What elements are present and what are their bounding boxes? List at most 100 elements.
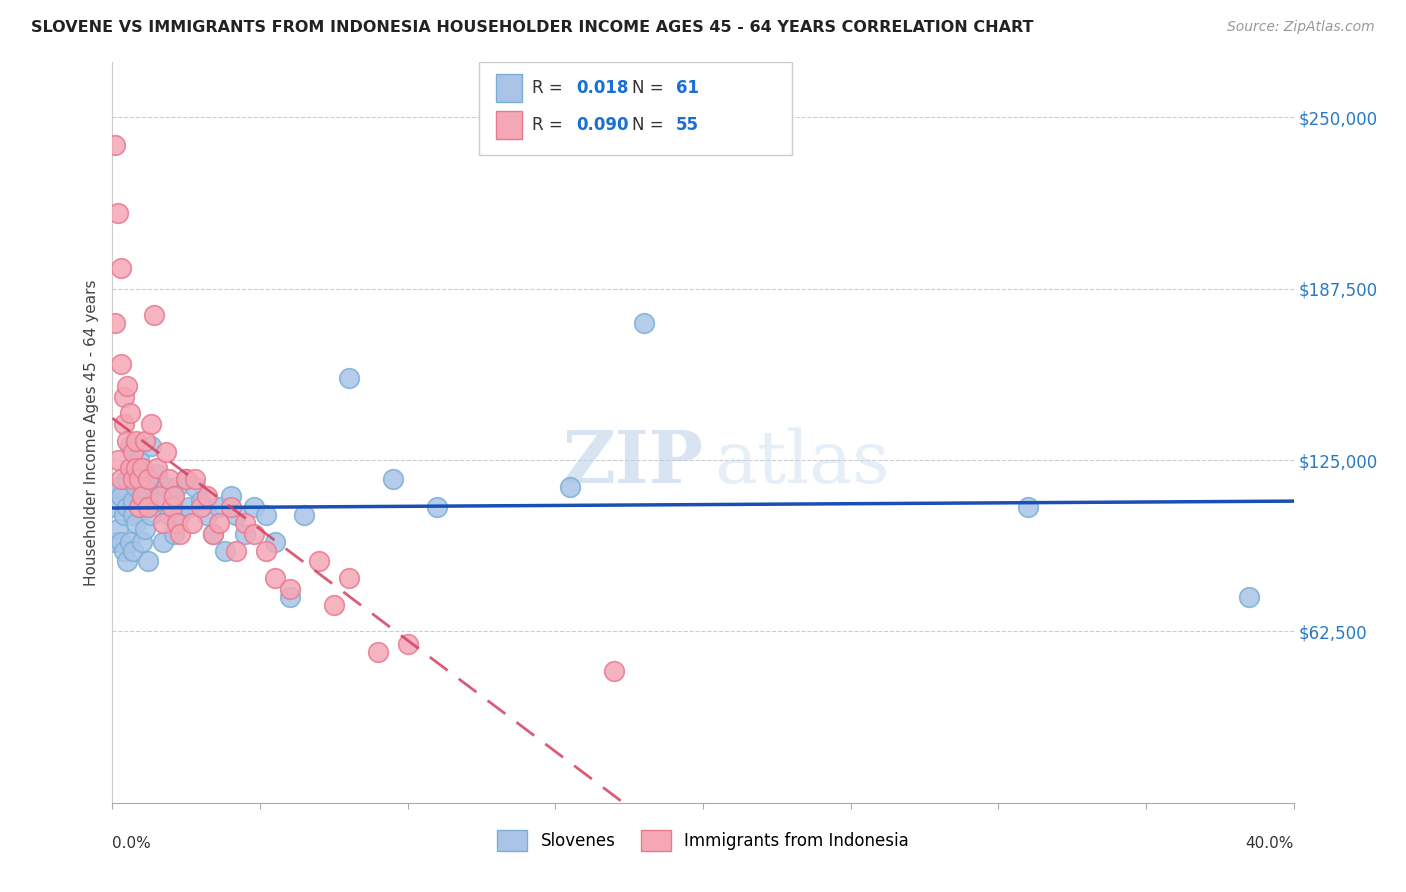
Point [181,516,204,530]
Point [426,500,449,514]
Text: SLOVENE VS IMMIGRANTS FROM INDONESIA HOUSEHOLDER INCOME AGES 45 - 64 YEARS CORRE: SLOVENE VS IMMIGRANTS FROM INDONESIA HOU… [31,20,1033,35]
Point [122,445,145,459]
Text: ZIP: ZIP [562,426,703,498]
Point [367,645,389,659]
Point [107,206,129,220]
Point [125,434,148,448]
Point [120,439,142,453]
Point [134,434,156,448]
Text: Source: ZipAtlas.com: Source: ZipAtlas.com [1227,20,1375,34]
Text: R =: R = [531,116,568,135]
FancyBboxPatch shape [496,112,522,139]
Point [323,599,346,613]
Point [166,516,188,530]
Point [146,467,169,481]
Point [134,480,156,494]
Point [166,480,188,494]
Point [104,316,127,330]
Point [128,500,150,514]
Point [122,508,145,522]
Point [125,516,148,530]
Point [155,480,177,494]
Point [169,527,191,541]
Point [1017,500,1039,514]
Point [142,480,165,494]
Text: R =: R = [531,79,568,97]
Point [308,554,330,568]
Point [157,472,180,486]
Point [396,637,419,651]
Point [125,480,148,494]
Point [152,516,174,530]
Point [136,554,159,568]
Point [110,357,132,371]
Point [337,371,360,385]
Point [208,500,231,514]
Point [233,527,256,541]
Point [149,489,172,503]
Point [243,527,266,541]
Point [117,379,138,393]
Point [233,516,256,530]
Point [139,439,162,453]
Point [107,453,129,467]
Y-axis label: Householder Income Ages 45 - 64 years: Householder Income Ages 45 - 64 years [83,279,98,586]
Point [225,543,247,558]
Point [160,500,183,514]
Point [208,516,231,530]
Point [278,582,301,596]
Point [120,461,142,475]
Point [160,489,183,503]
FancyBboxPatch shape [478,62,792,155]
Point [125,461,148,475]
Point [128,500,150,514]
Point [254,543,277,558]
Point [112,543,135,558]
Point [195,489,218,503]
Point [120,535,142,549]
Point [122,543,145,558]
FancyBboxPatch shape [496,74,522,103]
Legend: Slovenes, Immigrants from Indonesia: Slovenes, Immigrants from Indonesia [491,823,915,857]
Point [149,494,172,508]
Point [633,316,655,330]
Point [603,664,626,678]
Point [174,472,197,486]
Point [110,535,132,549]
Point [558,480,582,494]
Point [264,571,287,585]
Point [128,453,150,467]
Point [184,472,207,486]
Point [120,406,142,420]
Point [214,543,236,558]
Point [163,489,186,503]
Point [219,500,242,514]
Point [112,390,135,404]
Point [155,445,177,459]
Point [278,590,301,604]
Point [195,508,218,522]
Point [163,527,186,541]
Point [131,535,153,549]
Text: 0.018: 0.018 [576,79,628,97]
Point [225,508,247,522]
Point [117,500,138,514]
Point [104,137,127,152]
Point [292,508,315,522]
Point [201,527,224,541]
Point [139,508,162,522]
Point [110,261,132,276]
Point [243,500,266,514]
Text: 40.0%: 40.0% [1246,836,1294,851]
Point [190,494,212,508]
Point [169,508,191,522]
Point [107,480,129,494]
Point [112,417,135,432]
Point [179,500,201,514]
Point [122,472,145,486]
Point [190,500,212,514]
Point [136,500,159,514]
Point [337,571,360,585]
Point [110,489,132,503]
Point [201,527,224,541]
